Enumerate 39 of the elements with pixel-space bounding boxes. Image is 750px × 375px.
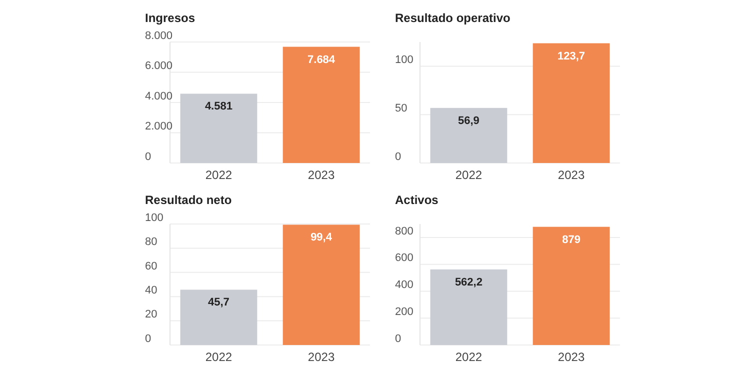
x-tick-label: 2023 <box>308 350 335 364</box>
x-tick-label: 2022 <box>455 168 482 182</box>
x-tick-label: 2022 <box>455 350 482 364</box>
y-tick-label: 6.000 <box>145 60 173 72</box>
y-tick-label: 60 <box>145 260 158 272</box>
y-tick-label: 0 <box>395 332 402 345</box>
y-tick-label: 100 <box>145 212 164 224</box>
data-label: 7.684 <box>308 54 336 66</box>
data-label: 562,2 <box>454 276 482 288</box>
y-tick-label: 100 <box>395 54 414 66</box>
y-tick-label: 40 <box>145 284 158 297</box>
x-tick-label: 2022 <box>205 350 232 364</box>
y-tick-label: 8.000 <box>145 30 173 42</box>
y-tick-label: 0 <box>395 150 402 163</box>
chart-title: Ingresos <box>145 11 196 25</box>
x-tick-label: 2022 <box>205 168 232 182</box>
y-tick-label: 2.000 <box>145 120 173 133</box>
data-label: 99,4 <box>310 232 333 244</box>
x-tick-label: 2023 <box>558 350 585 364</box>
y-tick-label: 0 <box>145 332 152 345</box>
data-label: 56,9 <box>458 114 480 127</box>
y-tick-label: 800 <box>395 225 414 238</box>
data-label: 45,7 <box>208 296 230 309</box>
y-tick-label: 400 <box>395 279 414 292</box>
y-tick-label: 200 <box>395 306 414 318</box>
y-tick-label: 20 <box>145 308 158 321</box>
y-tick-label: 4.000 <box>145 90 173 102</box>
data-label: 123,7 <box>558 50 586 62</box>
y-tick-label: 0 <box>145 150 152 163</box>
data-label: 879 <box>562 234 580 246</box>
chart-title: Resultado operativo <box>395 11 510 25</box>
y-tick-label: 80 <box>145 236 158 248</box>
y-tick-label: 600 <box>395 252 414 264</box>
y-tick-label: 50 <box>395 102 408 115</box>
chart-title: Activos <box>395 193 439 207</box>
chart-title: Resultado neto <box>145 193 232 207</box>
x-tick-label: 2023 <box>558 168 585 182</box>
data-label: 4.581 <box>204 100 232 113</box>
x-tick-label: 2023 <box>308 168 335 182</box>
